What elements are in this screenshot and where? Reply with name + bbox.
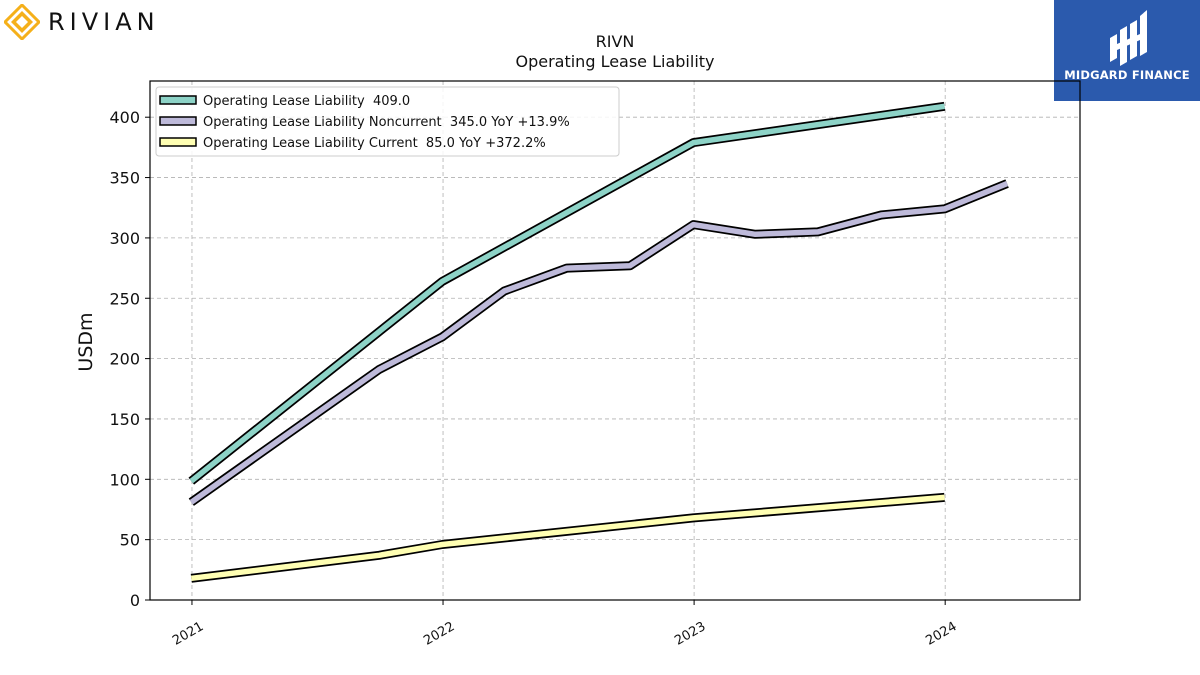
x-tick-label: 2021 xyxy=(170,619,206,649)
chart-subtitle: Operating Lease Liability xyxy=(515,52,714,71)
badge-text: MIDGARD FINANCE xyxy=(1064,68,1190,82)
logo-text: RIVIAN xyxy=(48,8,160,36)
y-tick-label: 150 xyxy=(109,410,140,429)
y-tick-label: 0 xyxy=(130,591,140,610)
chart-title: RIVN xyxy=(596,32,635,51)
y-tick-label: 250 xyxy=(109,289,140,308)
x-tick-label: 2023 xyxy=(672,619,708,649)
x-axis-ticks: 2021 2022 2023 2024 xyxy=(170,600,960,649)
series-line-operating-lease-liability-noncurrent xyxy=(189,181,1009,505)
legend: Operating Lease Liability 409.0 Operating… xyxy=(155,86,620,157)
y-tick-label: 400 xyxy=(109,108,140,127)
legend-swatch xyxy=(159,116,197,126)
y-tick-label: 350 xyxy=(109,169,140,188)
legend-label: Operating Lease Liability Noncurrent 345… xyxy=(203,115,570,130)
series-line-operating-lease-liability xyxy=(189,103,945,484)
series-group xyxy=(188,101,1009,583)
y-axis-label: USDm xyxy=(75,312,97,371)
y-tick-label: 300 xyxy=(109,229,140,248)
legend-label: Operating Lease Liability Current 85.0 Y… xyxy=(203,136,546,151)
midgard-finance-badge: MIDGARD FINANCE xyxy=(1054,0,1200,101)
legend-swatch xyxy=(159,95,197,105)
legend-box xyxy=(155,86,620,157)
legend-swatch xyxy=(159,137,197,147)
series-line-operating-lease-liability-current xyxy=(190,494,945,582)
x-tick-label: 2022 xyxy=(421,619,457,649)
y-tick-label: 100 xyxy=(109,470,140,489)
legend-label: Operating Lease Liability 409.0 xyxy=(203,94,410,109)
plot-frame xyxy=(149,80,1081,601)
rivian-logo: RIVIAN xyxy=(4,4,160,40)
midgard-logo-icon xyxy=(1110,10,1147,66)
series-outline-operating-lease-liability-noncurrent xyxy=(188,179,1009,506)
x-tick-label: 2024 xyxy=(923,619,959,649)
y-axis-ticks: 0 50 100 150 200 250 300 350 400 xyxy=(109,108,150,610)
y-tick-label: 200 xyxy=(109,350,140,369)
y-tick-label: 50 xyxy=(120,531,140,550)
rivian-compass-icon xyxy=(4,4,40,40)
